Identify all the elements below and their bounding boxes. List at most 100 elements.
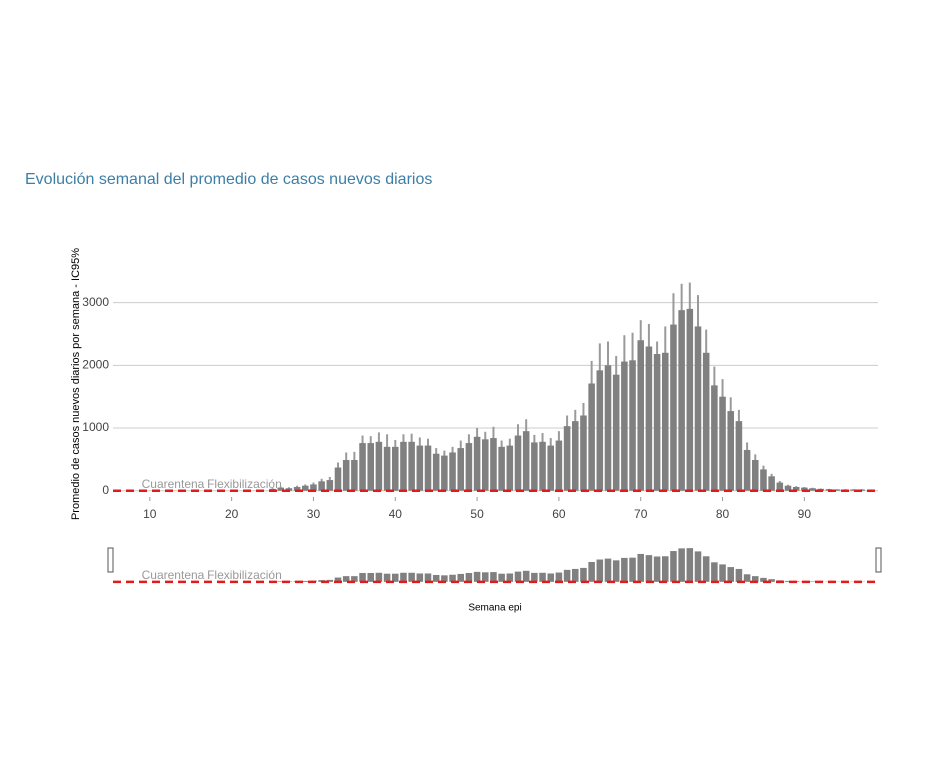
bar: [735, 421, 743, 491]
range-bar: [277, 581, 284, 582]
range-bar: [735, 568, 743, 582]
bar: [596, 370, 604, 491]
x-tick-label: 60: [552, 507, 566, 521]
range-bar: [670, 551, 677, 582]
range-bar: [719, 564, 726, 582]
bar: [604, 365, 612, 491]
x-tick-label: 20: [225, 507, 239, 521]
chart-title: Evolución semanal del promedio de casos …: [25, 171, 432, 188]
bar: [457, 448, 464, 491]
range-bar: [449, 574, 456, 582]
range-bar: [686, 548, 694, 582]
bar: [662, 352, 669, 491]
bar: [302, 485, 309, 491]
annotation: Cuarentena: [142, 568, 205, 582]
y-tick-label: 3000: [82, 295, 109, 309]
bar: [441, 455, 448, 491]
range-bar: [752, 576, 759, 582]
bar: [694, 326, 702, 491]
range-bar: [588, 561, 595, 582]
bar: [711, 385, 718, 491]
bar: [367, 443, 374, 491]
range-bar: [760, 577, 767, 582]
range-bar: [694, 551, 702, 582]
range-bar: [416, 573, 424, 582]
bar: [760, 469, 767, 491]
bar: [686, 308, 694, 491]
bar: [670, 324, 677, 491]
bar: [334, 467, 342, 491]
bar: [833, 489, 841, 491]
y-tick-label: 0: [102, 483, 109, 497]
y-tick-label: 1000: [82, 420, 109, 434]
bar: [645, 346, 653, 491]
bar: [326, 480, 334, 491]
x-tick-label: 80: [716, 507, 730, 521]
bar: [408, 441, 415, 491]
range-bar: [432, 574, 440, 582]
x-tick-label: 50: [470, 507, 484, 521]
range-bar: [645, 555, 653, 582]
bar: [473, 436, 481, 491]
range-bar: [678, 548, 685, 582]
range-bar: [408, 572, 415, 582]
range-bar: [604, 558, 612, 582]
range-bar: [498, 573, 505, 582]
range-bar: [547, 573, 554, 582]
range-bar: [784, 580, 792, 582]
range-bar: [637, 553, 644, 582]
range-bar: [342, 576, 350, 582]
bar: [293, 486, 301, 491]
range-bar: [596, 559, 604, 582]
range-bar: [367, 573, 374, 582]
range-bar: [506, 573, 514, 582]
bar: [351, 460, 358, 491]
x-tick-label: 40: [389, 507, 403, 521]
bar: [522, 431, 530, 491]
bar: [531, 442, 538, 491]
x-axis-label: Semana epi: [468, 603, 521, 614]
bar: [432, 453, 440, 491]
bar: [375, 441, 383, 491]
bar: [792, 486, 800, 491]
bar: [498, 446, 505, 491]
bar: [482, 439, 489, 491]
bar: [776, 482, 784, 491]
range-bar: [302, 580, 309, 582]
x-tick-label: 30: [307, 507, 321, 521]
bar: [768, 476, 775, 491]
bar: [539, 441, 546, 491]
bar: [702, 352, 710, 491]
bar: [784, 485, 792, 491]
bar: [416, 445, 424, 491]
x-tick-label: 90: [798, 507, 812, 521]
range-bar: [473, 571, 481, 582]
range-bar: [531, 572, 538, 582]
bar: [465, 443, 473, 491]
range-handle-right[interactable]: [875, 547, 882, 573]
range-bar: [359, 573, 366, 582]
bar: [392, 446, 399, 491]
bar: [490, 438, 497, 491]
range-bar: [490, 572, 497, 582]
range-bar: [441, 575, 448, 582]
bar: [285, 488, 293, 491]
bar: [506, 445, 514, 491]
range-bar: [482, 572, 489, 582]
bar: [580, 415, 587, 491]
bar: [678, 310, 685, 491]
bar: [310, 484, 317, 491]
range-bar: [702, 556, 710, 582]
bar: [555, 440, 563, 491]
range-handle-left[interactable]: [107, 547, 114, 573]
bar: [449, 452, 456, 491]
bar: [801, 487, 808, 491]
bar: [612, 374, 620, 491]
bar: [743, 449, 751, 491]
bar: [727, 411, 734, 491]
range-bar: [572, 568, 579, 582]
bar: [629, 360, 636, 491]
range-bar: [465, 573, 473, 582]
range-bar: [743, 574, 751, 582]
range-bar: [383, 573, 391, 582]
